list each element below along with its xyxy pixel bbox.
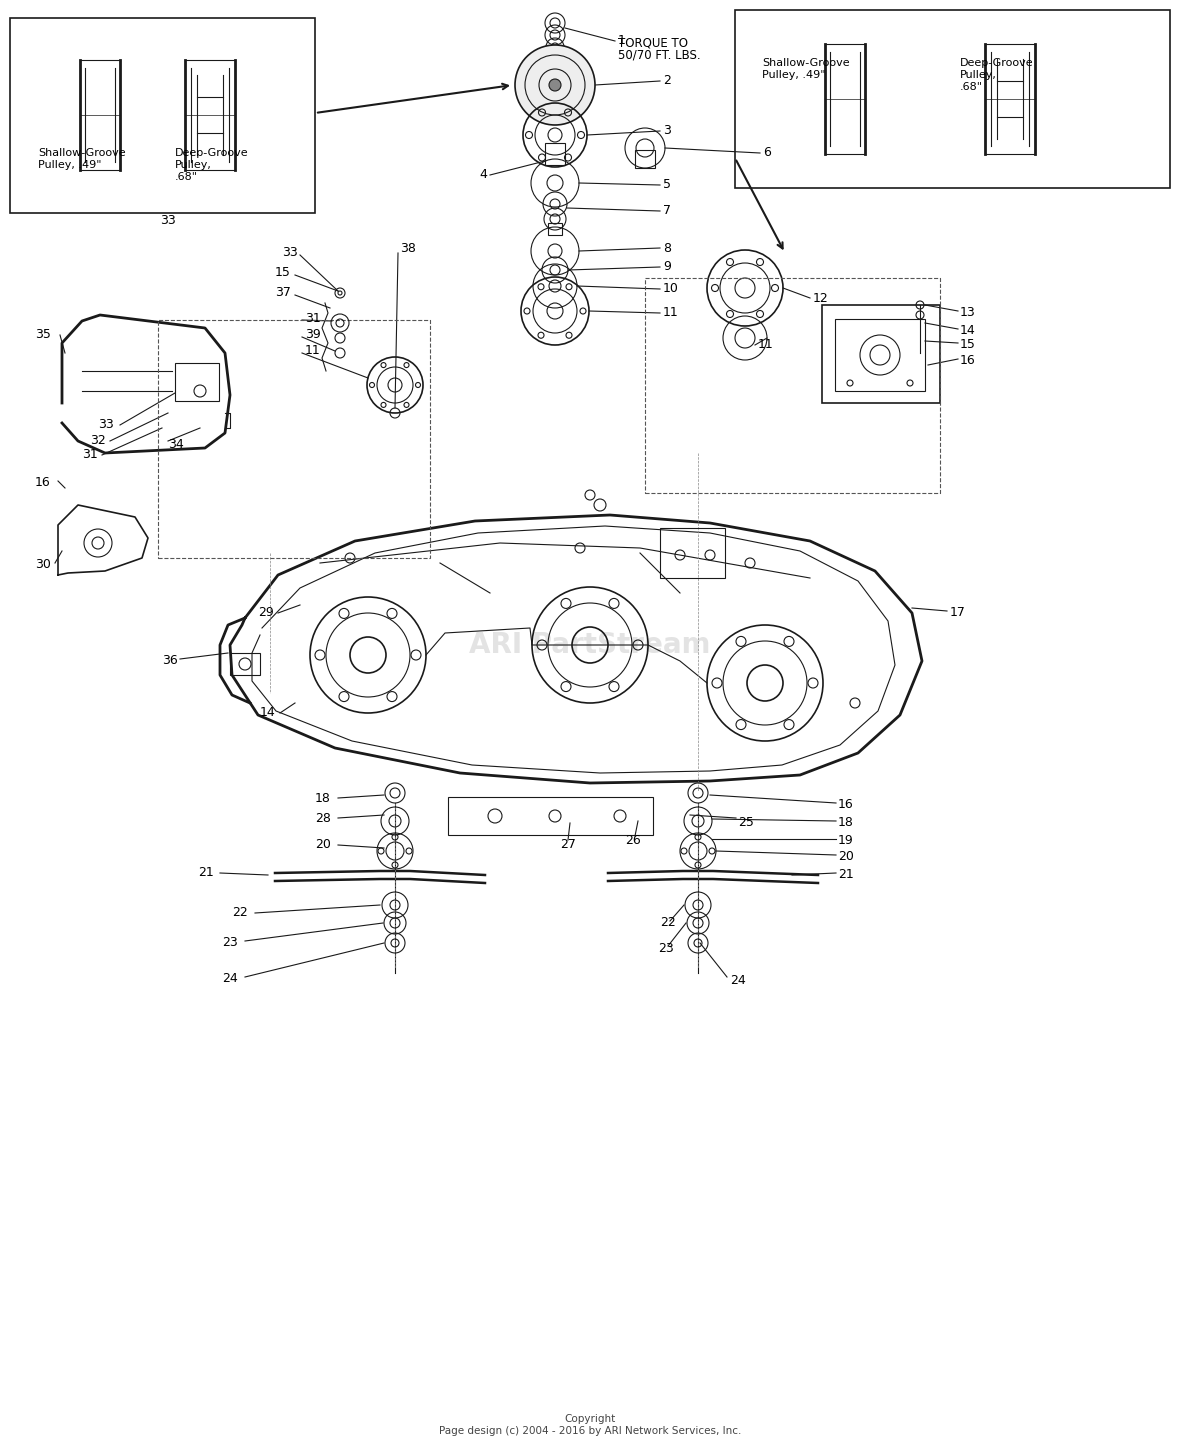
Text: 16: 16 xyxy=(838,799,854,811)
Text: 14: 14 xyxy=(961,324,976,337)
Text: 15: 15 xyxy=(275,266,291,279)
Text: 21: 21 xyxy=(198,866,214,879)
Text: Deep-Groove: Deep-Groove xyxy=(961,58,1034,68)
Bar xyxy=(548,222,562,235)
Text: 3: 3 xyxy=(663,125,671,138)
Text: 22: 22 xyxy=(660,917,676,930)
Text: 33: 33 xyxy=(282,247,297,260)
Text: 26: 26 xyxy=(625,834,641,847)
Text: 15: 15 xyxy=(961,339,976,352)
Bar xyxy=(158,320,430,558)
Text: Copyright
Page design (c) 2004 - 2016 by ARI Network Services, Inc.: Copyright Page design (c) 2004 - 2016 by… xyxy=(439,1414,741,1436)
Text: .68": .68" xyxy=(961,81,983,92)
Text: 23: 23 xyxy=(222,937,237,949)
Text: 31: 31 xyxy=(81,449,98,462)
Text: 8: 8 xyxy=(663,241,671,254)
Text: 38: 38 xyxy=(400,241,415,254)
Bar xyxy=(9,17,315,214)
Text: 34: 34 xyxy=(168,439,184,452)
Circle shape xyxy=(549,78,560,92)
Text: 13: 13 xyxy=(961,307,976,320)
Text: 39: 39 xyxy=(304,328,321,341)
Text: Shallow-Groove: Shallow-Groove xyxy=(38,148,125,158)
Text: 35: 35 xyxy=(35,328,51,341)
Text: 11: 11 xyxy=(758,339,774,352)
Text: 36: 36 xyxy=(162,654,178,667)
Text: 23: 23 xyxy=(658,942,674,955)
Text: Pulley,: Pulley, xyxy=(961,70,997,80)
Text: 33: 33 xyxy=(160,215,176,228)
Text: 24: 24 xyxy=(222,972,237,985)
Text: 18: 18 xyxy=(838,817,854,830)
Text: 12: 12 xyxy=(813,292,828,305)
Text: 21: 21 xyxy=(838,869,854,882)
Text: TORQUE TO: TORQUE TO xyxy=(618,36,688,49)
Text: 22: 22 xyxy=(232,907,248,920)
Bar xyxy=(635,150,655,169)
Text: 20: 20 xyxy=(838,850,854,863)
Text: 9: 9 xyxy=(663,260,671,273)
Bar xyxy=(545,142,565,166)
Bar xyxy=(822,305,940,402)
Text: 28: 28 xyxy=(315,811,330,824)
Text: .68": .68" xyxy=(175,171,198,182)
Bar xyxy=(835,320,925,391)
Text: 5: 5 xyxy=(663,179,671,192)
Text: 31: 31 xyxy=(304,311,321,324)
Text: 18: 18 xyxy=(315,792,330,805)
Text: 20: 20 xyxy=(315,838,330,851)
Text: 50/70 FT. LBS.: 50/70 FT. LBS. xyxy=(618,48,701,61)
Text: 11: 11 xyxy=(304,344,321,357)
Bar xyxy=(645,278,940,493)
Text: 10: 10 xyxy=(663,282,678,295)
Text: Shallow-Groove: Shallow-Groove xyxy=(762,58,850,68)
Text: 33: 33 xyxy=(98,418,113,432)
Text: 1: 1 xyxy=(618,35,625,48)
Text: 27: 27 xyxy=(560,838,576,851)
Text: ARI PartStream: ARI PartStream xyxy=(470,631,710,660)
Text: 37: 37 xyxy=(275,286,291,299)
Text: 6: 6 xyxy=(763,147,771,160)
Text: 16: 16 xyxy=(961,355,976,368)
Bar xyxy=(230,652,260,676)
Text: 19: 19 xyxy=(838,834,854,847)
Text: Pulley,: Pulley, xyxy=(175,160,212,170)
Text: 11: 11 xyxy=(663,307,678,320)
Text: 24: 24 xyxy=(730,975,746,988)
Text: Pulley, .49": Pulley, .49" xyxy=(762,70,826,80)
Bar xyxy=(448,798,653,835)
Bar xyxy=(660,527,725,578)
Bar xyxy=(735,10,1171,187)
Text: Pulley, .49": Pulley, .49" xyxy=(38,160,101,170)
Text: 4: 4 xyxy=(479,169,487,182)
Text: 7: 7 xyxy=(663,205,671,218)
Text: 29: 29 xyxy=(258,606,274,619)
Text: Deep-Groove: Deep-Groove xyxy=(175,148,249,158)
Text: 30: 30 xyxy=(35,558,51,571)
Circle shape xyxy=(514,45,595,125)
Text: 32: 32 xyxy=(90,434,106,448)
Text: 25: 25 xyxy=(738,817,754,830)
Text: 16: 16 xyxy=(35,477,51,490)
Text: 2: 2 xyxy=(663,74,671,87)
Bar xyxy=(175,363,219,401)
Text: 14: 14 xyxy=(260,706,276,719)
Text: 17: 17 xyxy=(950,606,966,619)
